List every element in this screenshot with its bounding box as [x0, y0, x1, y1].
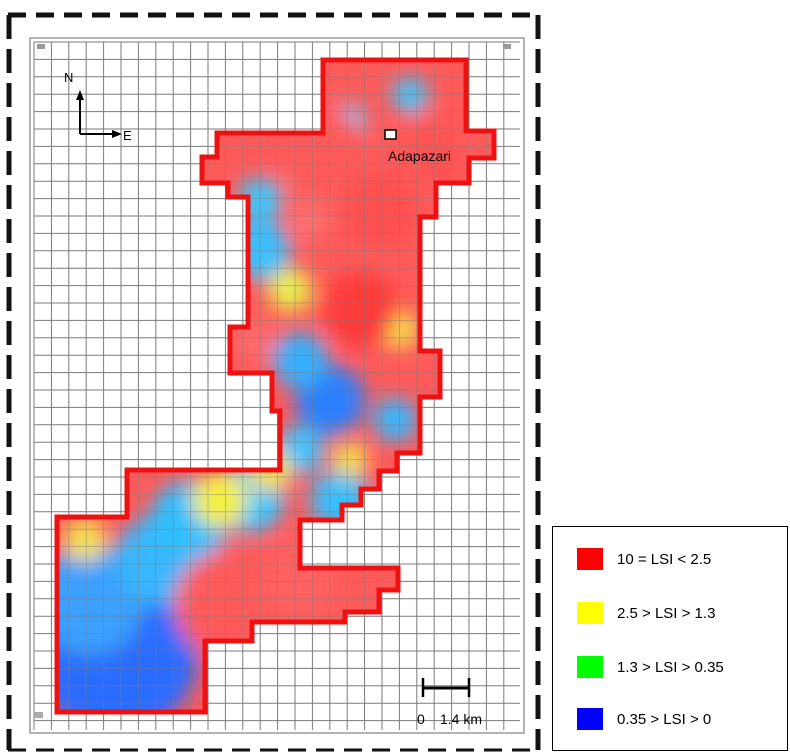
legend: 10 = LSI < 2.5 2.5 > LSI > 1.3 1.3 > LSI…: [552, 526, 788, 751]
legend-swatch: [577, 548, 603, 570]
heat-blob: [392, 77, 428, 113]
legend-item-low: 1.3 > LSI > 0.35: [577, 655, 724, 679]
east-label: E: [123, 128, 132, 143]
heat-blob: [235, 320, 275, 360]
heat-blob: [192, 472, 248, 528]
legend-item-very-low: 0.35 > LSI > 0: [577, 707, 711, 731]
scale-zero-label: 0: [417, 711, 425, 727]
legend-item-high: 10 = LSI < 2.5: [577, 547, 711, 571]
inner-border: [29, 37, 525, 734]
heat-blob: [268, 268, 312, 312]
scale-distance-label: 1.4 km: [440, 711, 482, 727]
study-area-outline: [54, 57, 497, 715]
legend-item-medium: 2.5 > LSI > 1.3: [577, 601, 715, 625]
heat-blob: [342, 172, 418, 248]
heat-blob: [63, 518, 107, 562]
city-marker-icon: [384, 129, 397, 140]
scale-bar: [421, 678, 471, 697]
legend-label: 1.3 > LSI > 0.35: [617, 658, 724, 676]
corner-markers: [34, 44, 511, 718]
heat-blob: [290, 200, 330, 240]
legend-swatch: [577, 602, 603, 624]
heat-blob: [272, 332, 328, 388]
heat-blob: [422, 147, 458, 183]
heat-blob: [373, 398, 417, 442]
legend-swatch: [577, 708, 603, 730]
heat-blob: [322, 272, 398, 348]
city-label: Adapazari: [388, 148, 451, 164]
legend-label: 0.35 > LSI > 0: [617, 710, 712, 728]
legend-label: 2.5 > LSI > 1.3: [617, 604, 716, 622]
legend-label: 10 = LSI < 2.5: [617, 550, 712, 568]
legend-swatch: [577, 656, 603, 678]
north-arrow: [76, 90, 122, 138]
north-label: N: [64, 70, 73, 85]
